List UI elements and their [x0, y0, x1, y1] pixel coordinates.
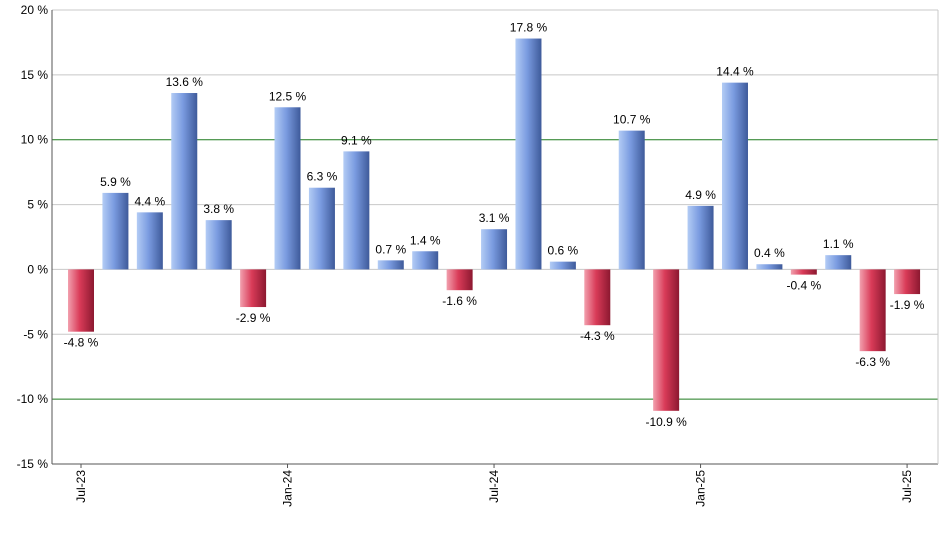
- y-tick-label: -5 %: [23, 327, 48, 341]
- bar: [515, 38, 542, 270]
- data-label: 13.6 %: [166, 75, 204, 89]
- bar: [584, 269, 611, 326]
- data-label: 3.8 %: [203, 202, 234, 216]
- data-label: -0.4 %: [786, 279, 821, 293]
- axes: [51, 10, 939, 465]
- data-label: 14.4 %: [716, 65, 754, 79]
- x-tick-label: Jan-24: [281, 470, 295, 507]
- bar: [274, 107, 301, 270]
- data-label: -1.6 %: [442, 294, 477, 308]
- bar: [205, 220, 232, 270]
- data-label: 0.7 %: [375, 242, 406, 256]
- bar: [549, 261, 576, 270]
- data-label: 0.4 %: [754, 246, 785, 260]
- data-label: -4.8 %: [64, 336, 99, 350]
- y-axis-tick-labels: 20 % 15 % 10 % 5 % 0 % -5 % -10 % -15 %: [17, 3, 49, 471]
- bar: [825, 255, 852, 270]
- bar: [790, 269, 817, 275]
- data-label: 0.6 %: [548, 244, 579, 258]
- data-label: 4.9 %: [685, 188, 716, 202]
- data-label: 6.3 %: [307, 170, 338, 184]
- y-tick-label: 15 %: [21, 68, 49, 82]
- x-tick-label: Jan-25: [694, 470, 708, 507]
- data-label: 17.8 %: [510, 21, 548, 35]
- bar: [446, 269, 473, 291]
- bar: [618, 130, 645, 270]
- x-tick-label: Jul-25: [900, 470, 914, 503]
- y-tick-label: 20 %: [21, 3, 49, 17]
- bar: [412, 251, 439, 270]
- x-tick-label: Jul-24: [487, 470, 501, 503]
- bar: [343, 151, 370, 270]
- data-label: 4.4 %: [134, 194, 165, 208]
- data-label: 3.1 %: [479, 211, 510, 225]
- data-label: 10.7 %: [613, 113, 651, 127]
- x-tick-label: Jul-23: [74, 470, 88, 503]
- bar: [240, 269, 267, 308]
- data-label: 9.1 %: [341, 133, 372, 147]
- bar: [102, 192, 129, 270]
- data-label: -4.3 %: [580, 329, 615, 343]
- bar: [756, 264, 783, 270]
- bar: [308, 187, 335, 270]
- data-labels: -4.8 % 5.9 %4.4 % 13.6 % 3.8 % -2.9 % 12.5 % 6…: [64, 21, 925, 429]
- data-label: 12.5 %: [269, 89, 307, 103]
- bar: [68, 269, 94, 332]
- data-label: 1.1 %: [823, 237, 854, 251]
- bar: [171, 93, 198, 270]
- bar: [136, 212, 163, 270]
- y-tick-label: 0 %: [27, 262, 48, 276]
- bars: [68, 38, 921, 411]
- bar: [377, 260, 404, 270]
- data-label: -6.3 %: [855, 355, 890, 369]
- bar: [653, 269, 680, 411]
- data-label: -10.9 %: [645, 415, 687, 429]
- x-axis-tick-labels: Jul-23 Jan-24 Jul-24 Jan-25 Jul-25: [74, 464, 914, 507]
- data-label: -2.9 %: [236, 311, 271, 325]
- bar: [721, 82, 748, 270]
- bar: [894, 269, 921, 295]
- bar: [687, 205, 714, 270]
- y-tick-label: 10 %: [21, 133, 49, 147]
- bar: [481, 229, 508, 270]
- data-label: 1.4 %: [410, 233, 441, 247]
- bar: [859, 269, 886, 352]
- y-tick-label: 5 %: [27, 198, 48, 212]
- y-tick-label: -15 %: [17, 457, 49, 471]
- data-label: -1.9 %: [890, 298, 925, 312]
- y-tick-label: -10 %: [17, 392, 49, 406]
- data-label: 5.9 %: [100, 175, 131, 189]
